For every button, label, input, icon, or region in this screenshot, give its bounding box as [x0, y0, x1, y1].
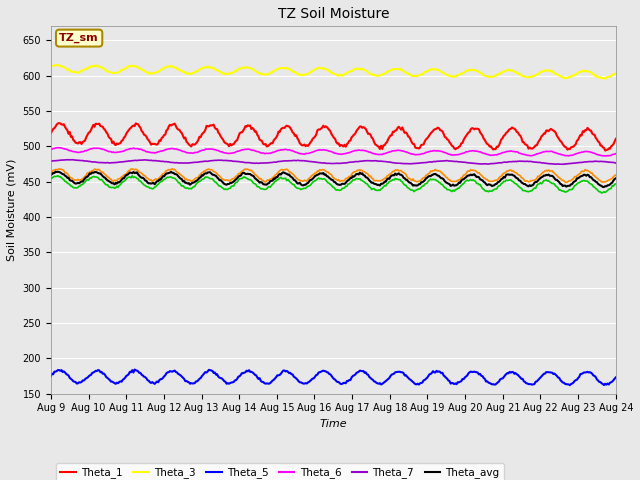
Theta_4 — [392, 176, 399, 181]
Theta_7 — [557, 161, 565, 167]
Line: Theta_1: Theta_1 — [51, 123, 616, 151]
Theta_avg — [392, 171, 399, 177]
Line: Theta_avg: Theta_avg — [51, 172, 616, 187]
Theta_3 — [600, 76, 608, 82]
Theta_4 — [463, 177, 471, 183]
Line: Theta_5: Theta_5 — [51, 370, 616, 385]
Theta_2 — [392, 167, 399, 173]
Theta_6 — [392, 148, 399, 154]
Theta_6 — [561, 153, 569, 158]
Theta_6 — [612, 151, 620, 156]
Theta_2 — [612, 172, 620, 178]
Theta_avg — [224, 181, 232, 187]
Theta_4 — [47, 176, 54, 182]
Theta_avg — [463, 173, 471, 179]
Theta_3 — [463, 68, 471, 73]
Theta_avg — [561, 183, 569, 189]
Theta_3 — [47, 64, 54, 70]
Theta_avg — [612, 176, 620, 181]
Theta_avg — [364, 176, 372, 181]
Theta_4 — [364, 182, 372, 188]
Legend: Theta_1, Theta_2, Theta_3, Theta_4, Theta_5, Theta_6, Theta_7, Theta_avg: Theta_1, Theta_2, Theta_3, Theta_4, Thet… — [56, 463, 504, 480]
Theta_5 — [566, 383, 573, 388]
Theta_6 — [602, 153, 609, 159]
Theta_3 — [561, 75, 569, 81]
Theta_2 — [47, 170, 54, 176]
Theta_2 — [168, 166, 176, 172]
Line: Theta_6: Theta_6 — [51, 148, 616, 156]
Theta_4 — [129, 173, 136, 179]
Theta_1 — [612, 136, 620, 142]
Theta_2 — [224, 178, 232, 183]
Theta_2 — [463, 169, 471, 175]
Theta_1 — [287, 125, 294, 131]
Line: Theta_2: Theta_2 — [51, 169, 616, 182]
X-axis label: Time: Time — [319, 419, 347, 429]
Theta_6 — [47, 146, 54, 152]
Theta_5 — [463, 372, 471, 378]
Theta_3 — [224, 71, 232, 77]
Theta_5 — [612, 374, 620, 380]
Theta_avg — [47, 172, 54, 178]
Theta_7 — [47, 158, 54, 164]
Theta_1 — [602, 148, 609, 154]
Theta_3 — [364, 70, 372, 75]
Theta_5 — [224, 380, 232, 386]
Theta_2 — [561, 180, 569, 185]
Theta_7 — [224, 158, 232, 164]
Theta_2 — [364, 171, 372, 177]
Theta_6 — [364, 149, 372, 155]
Theta_3 — [612, 70, 620, 76]
Theta_4 — [612, 181, 620, 187]
Theta_6 — [463, 149, 471, 155]
Theta_1 — [392, 128, 399, 133]
Theta_6 — [54, 145, 62, 151]
Theta_3 — [287, 67, 294, 72]
Theta_1 — [224, 142, 232, 147]
Theta_avg — [600, 184, 608, 190]
Theta_7 — [63, 157, 71, 163]
Theta_4 — [598, 190, 605, 196]
Theta_2 — [563, 180, 570, 185]
Y-axis label: Soil Moisture (mV): Soil Moisture (mV) — [7, 159, 17, 261]
Theta_5 — [561, 381, 569, 387]
Theta_5 — [392, 369, 399, 375]
Theta_7 — [463, 160, 471, 166]
Theta_7 — [612, 160, 620, 166]
Theta_3 — [54, 62, 62, 68]
Theta_1 — [47, 130, 54, 136]
Theta_7 — [287, 158, 294, 164]
Theta_7 — [392, 160, 399, 166]
Theta_5 — [364, 372, 372, 378]
Theta_6 — [224, 151, 232, 156]
Theta_5 — [131, 367, 138, 372]
Theta_4 — [561, 189, 569, 195]
Line: Theta_3: Theta_3 — [51, 65, 616, 79]
Theta_5 — [287, 370, 294, 376]
Theta_5 — [47, 373, 54, 379]
Theta_1 — [364, 131, 372, 137]
Text: TZ_sm: TZ_sm — [60, 33, 99, 43]
Line: Theta_7: Theta_7 — [51, 160, 616, 164]
Theta_4 — [224, 186, 232, 192]
Theta_6 — [287, 147, 294, 153]
Theta_1 — [561, 144, 569, 150]
Theta_avg — [52, 169, 60, 175]
Theta_1 — [55, 120, 63, 126]
Line: Theta_4: Theta_4 — [51, 176, 616, 193]
Theta_2 — [287, 169, 294, 175]
Title: TZ Soil Moisture: TZ Soil Moisture — [278, 7, 389, 21]
Theta_4 — [287, 180, 294, 185]
Theta_avg — [287, 173, 294, 179]
Theta_7 — [364, 158, 372, 164]
Theta_1 — [463, 132, 471, 137]
Theta_3 — [392, 66, 399, 72]
Theta_7 — [563, 161, 570, 167]
